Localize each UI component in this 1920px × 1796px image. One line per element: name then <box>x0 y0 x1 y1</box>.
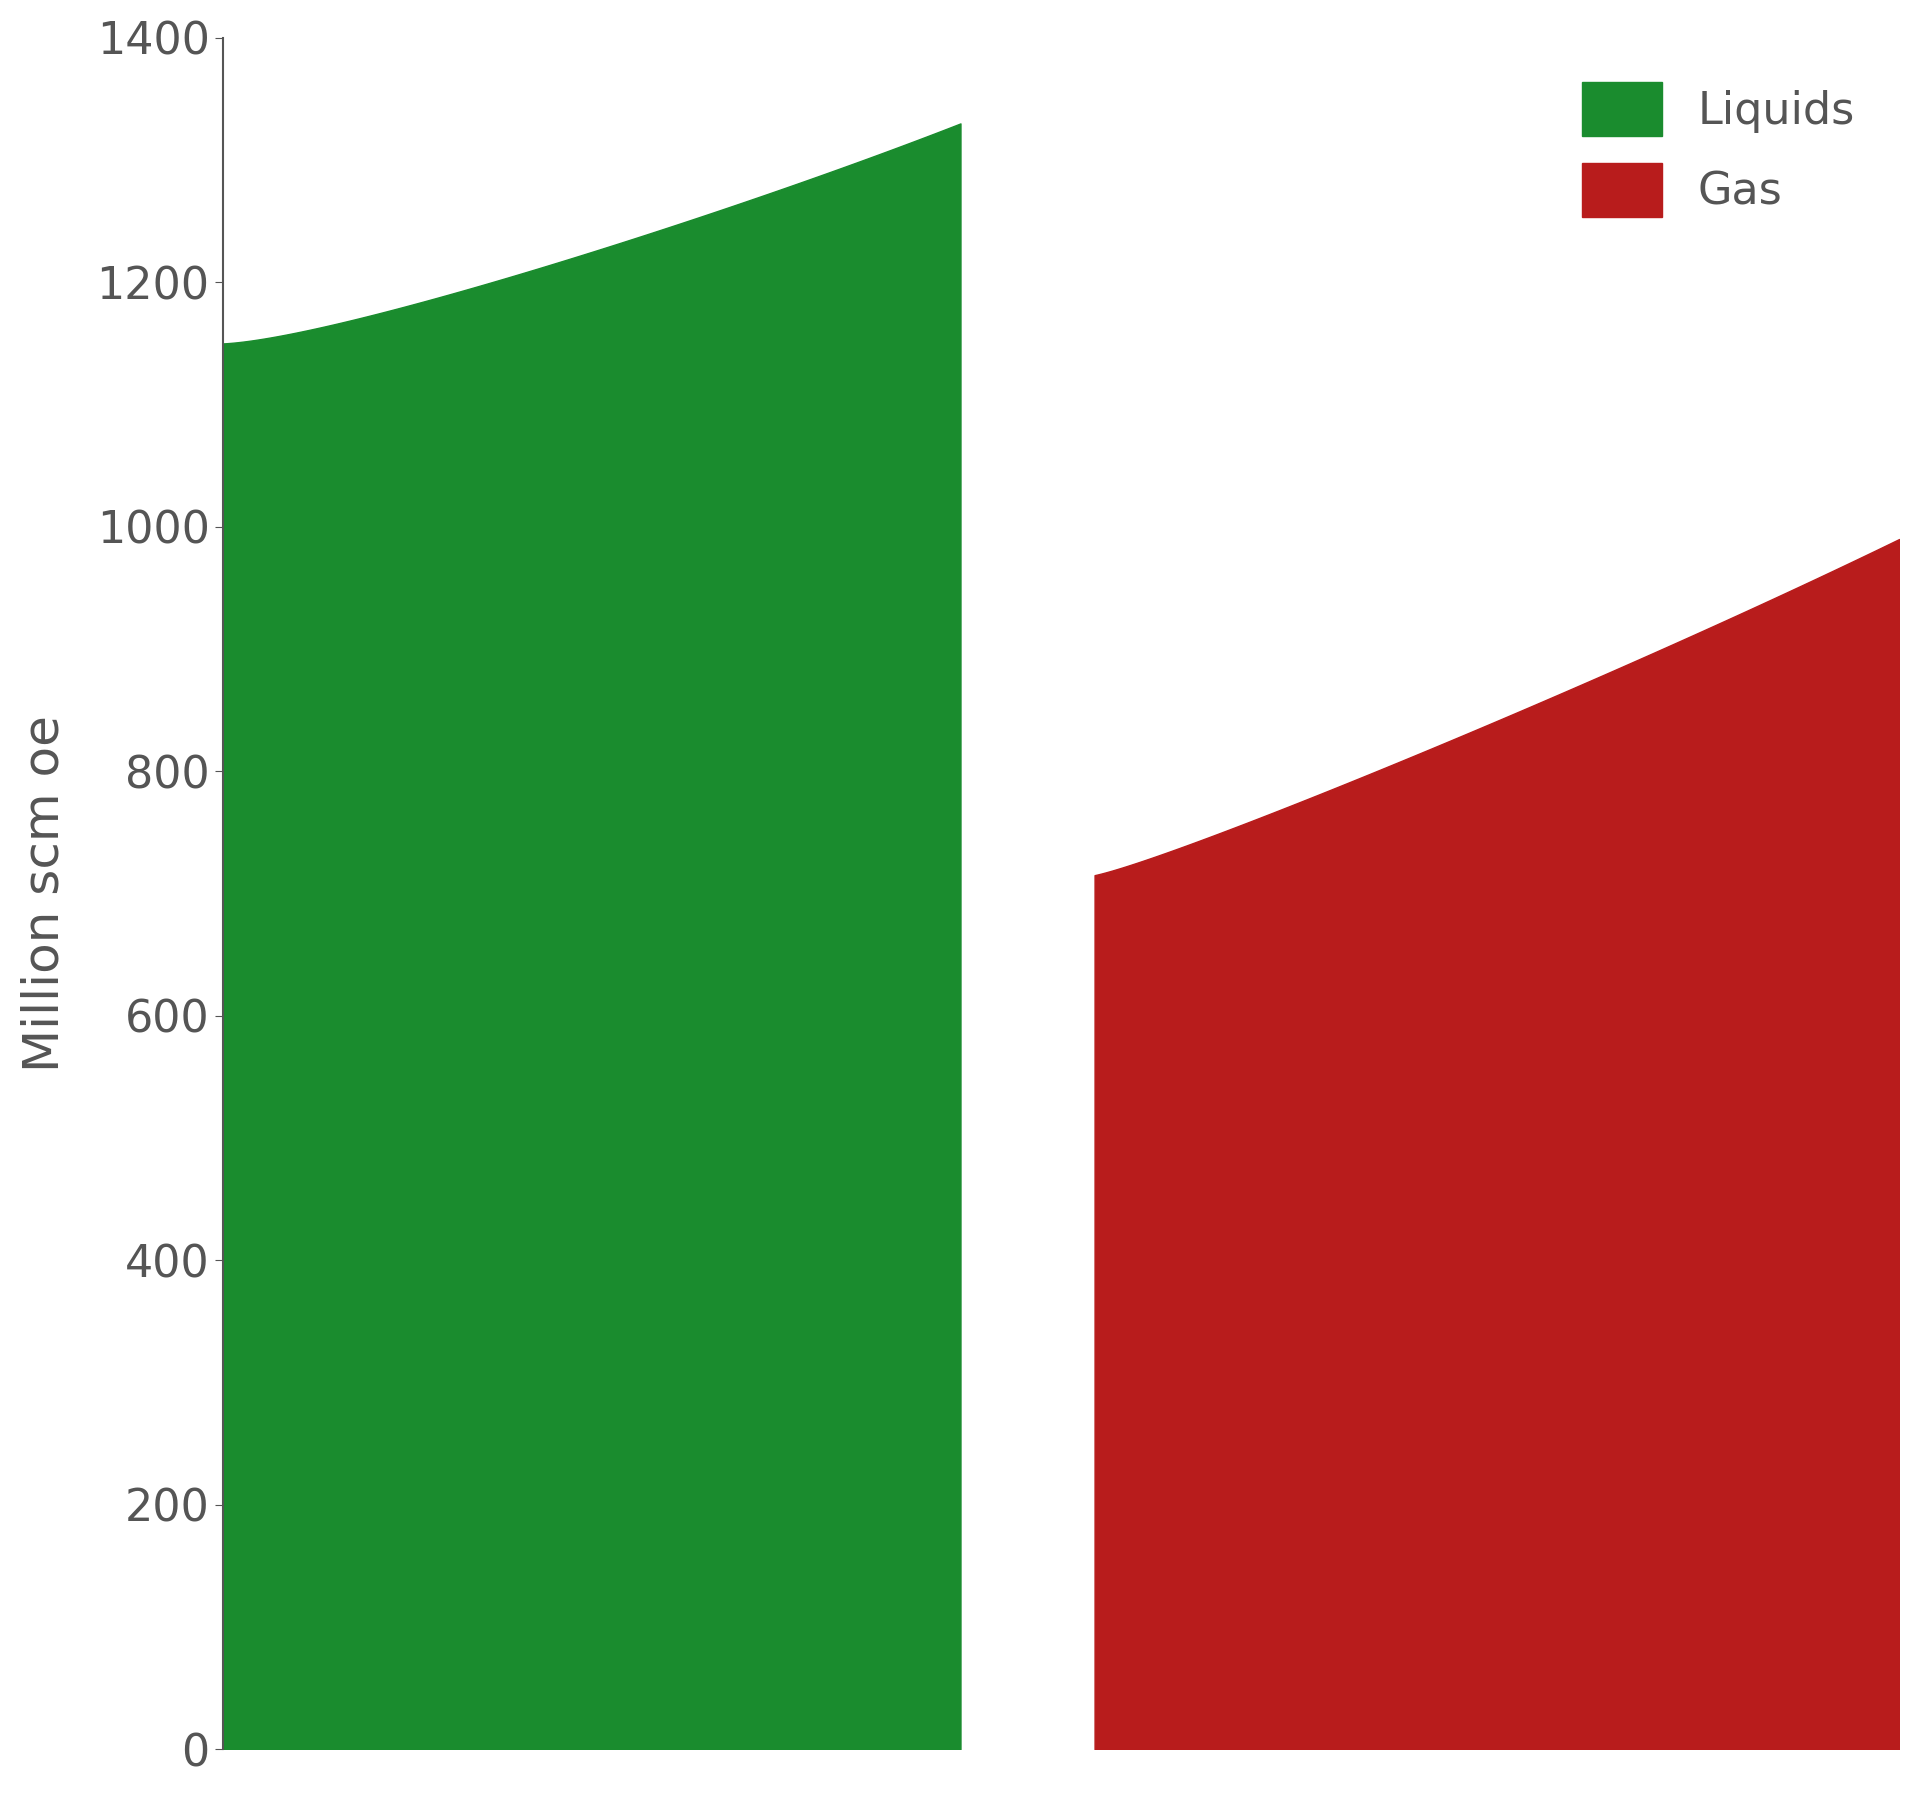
Legend: Liquids, Gas: Liquids, Gas <box>1559 59 1878 239</box>
Y-axis label: Million scm oe: Million scm oe <box>21 715 69 1072</box>
